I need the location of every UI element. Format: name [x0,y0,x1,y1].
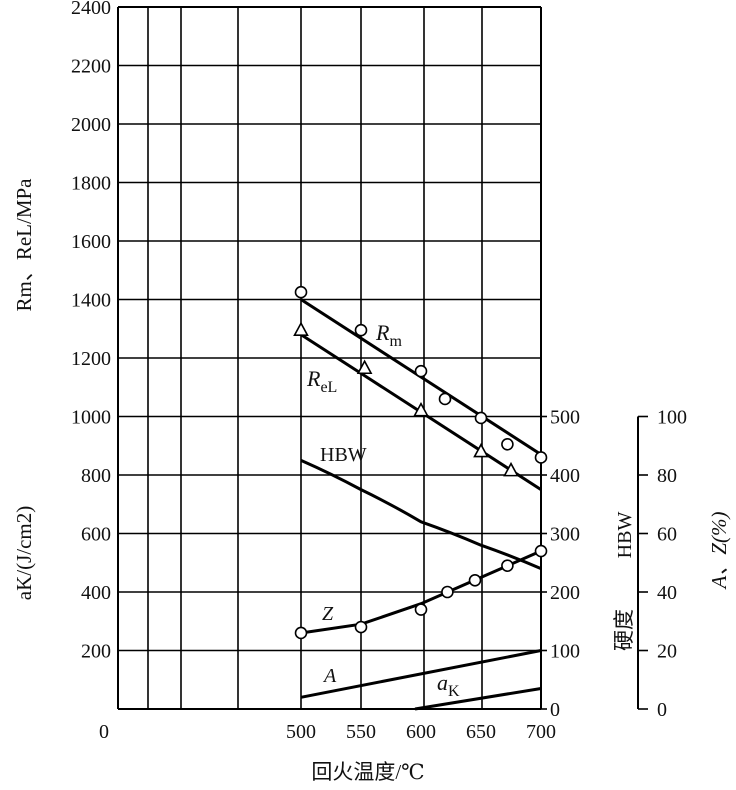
rel-point [503,461,519,477]
x-axis-title: 回火温度/℃ [311,760,424,784]
rm-point [438,392,452,406]
z-point [468,573,482,587]
hardness-tick-label: 300 [550,524,580,546]
hardness-axis-title-chars: 硬度 [612,609,636,651]
az-axis-title: A、Z(%) [707,512,731,591]
temperature-tick-label: 600 [406,721,436,743]
impact-tick-label: 200 [81,641,111,663]
hardness-tick-label: 400 [550,465,580,487]
strength-tick-label: 2000 [71,114,111,136]
rm-point [414,364,428,378]
rel-point [413,401,429,417]
temperature-tick-label: 500 [286,721,316,743]
curves [300,298,542,711]
hardness-tick-label: 100 [550,641,580,663]
az-tick-label: 40 [657,582,677,604]
hbw-curve [300,459,542,570]
az-tick-label: 100 [657,407,687,429]
rm-point [294,285,308,299]
ak-curve [414,687,542,711]
a-curve [300,649,542,699]
rm-point [354,323,368,337]
rm-point [534,451,548,464]
rm-point [474,411,488,425]
az-tick-label: 80 [657,465,677,487]
hardness-tick-label: 500 [550,407,580,429]
rm-point [501,437,514,451]
strength-tick-label: 2400 [71,0,111,19]
z-point [354,620,368,634]
impact-axis-title: aK/(J/cm2) [12,506,36,600]
hardness-tick-label: 200 [550,582,580,604]
az-tick-label: 0 [657,699,667,721]
strength-tick-label: 1600 [71,231,111,253]
rel-point [293,321,309,337]
temperature-tick-label: 650 [466,721,496,743]
hbw-curve-label: HBW [320,444,367,466]
z-point [441,585,454,599]
az-tick-label: 20 [657,641,677,663]
temperature-tick-label: 700 [526,721,556,743]
hardness-axis-title-unit: HBW [614,512,636,559]
strength-tick-label: 1800 [71,173,111,195]
rel-curve-label: ReL [306,366,337,396]
strength-tick-label: 1000 [71,407,111,429]
z-curve-label: Z [322,603,334,625]
impact-tick-label: 600 [81,524,111,546]
strength-axis-title: Rm、ReL/MPa [12,178,36,312]
strength-tick-label: 1200 [71,348,111,370]
ak-curve-label: aK [437,670,460,700]
impact-tick-label: 800 [81,465,111,487]
az-tick-label: 60 [657,524,677,546]
rm-curve-label: Rm [375,320,402,350]
grid [118,6,541,709]
markers [293,285,548,640]
rel-point [356,359,373,375]
impact-tick-label: 400 [81,582,111,604]
axes [117,6,648,710]
temperature-tick-label: 550 [346,721,376,743]
z-point [294,626,308,640]
strength-tick-label: 1400 [71,290,111,312]
hardness-tick-label: 0 [550,699,560,721]
origin-tick-label: 0 [99,721,109,743]
strength-tick-label: 2200 [71,56,111,78]
z-point [534,544,548,558]
tick-labels: 2400220020001800160014001200100080060040… [71,0,687,743]
z-point [501,559,514,572]
z-point [414,603,428,616]
rel-point [473,442,489,458]
a-curve-label: A [322,665,337,687]
